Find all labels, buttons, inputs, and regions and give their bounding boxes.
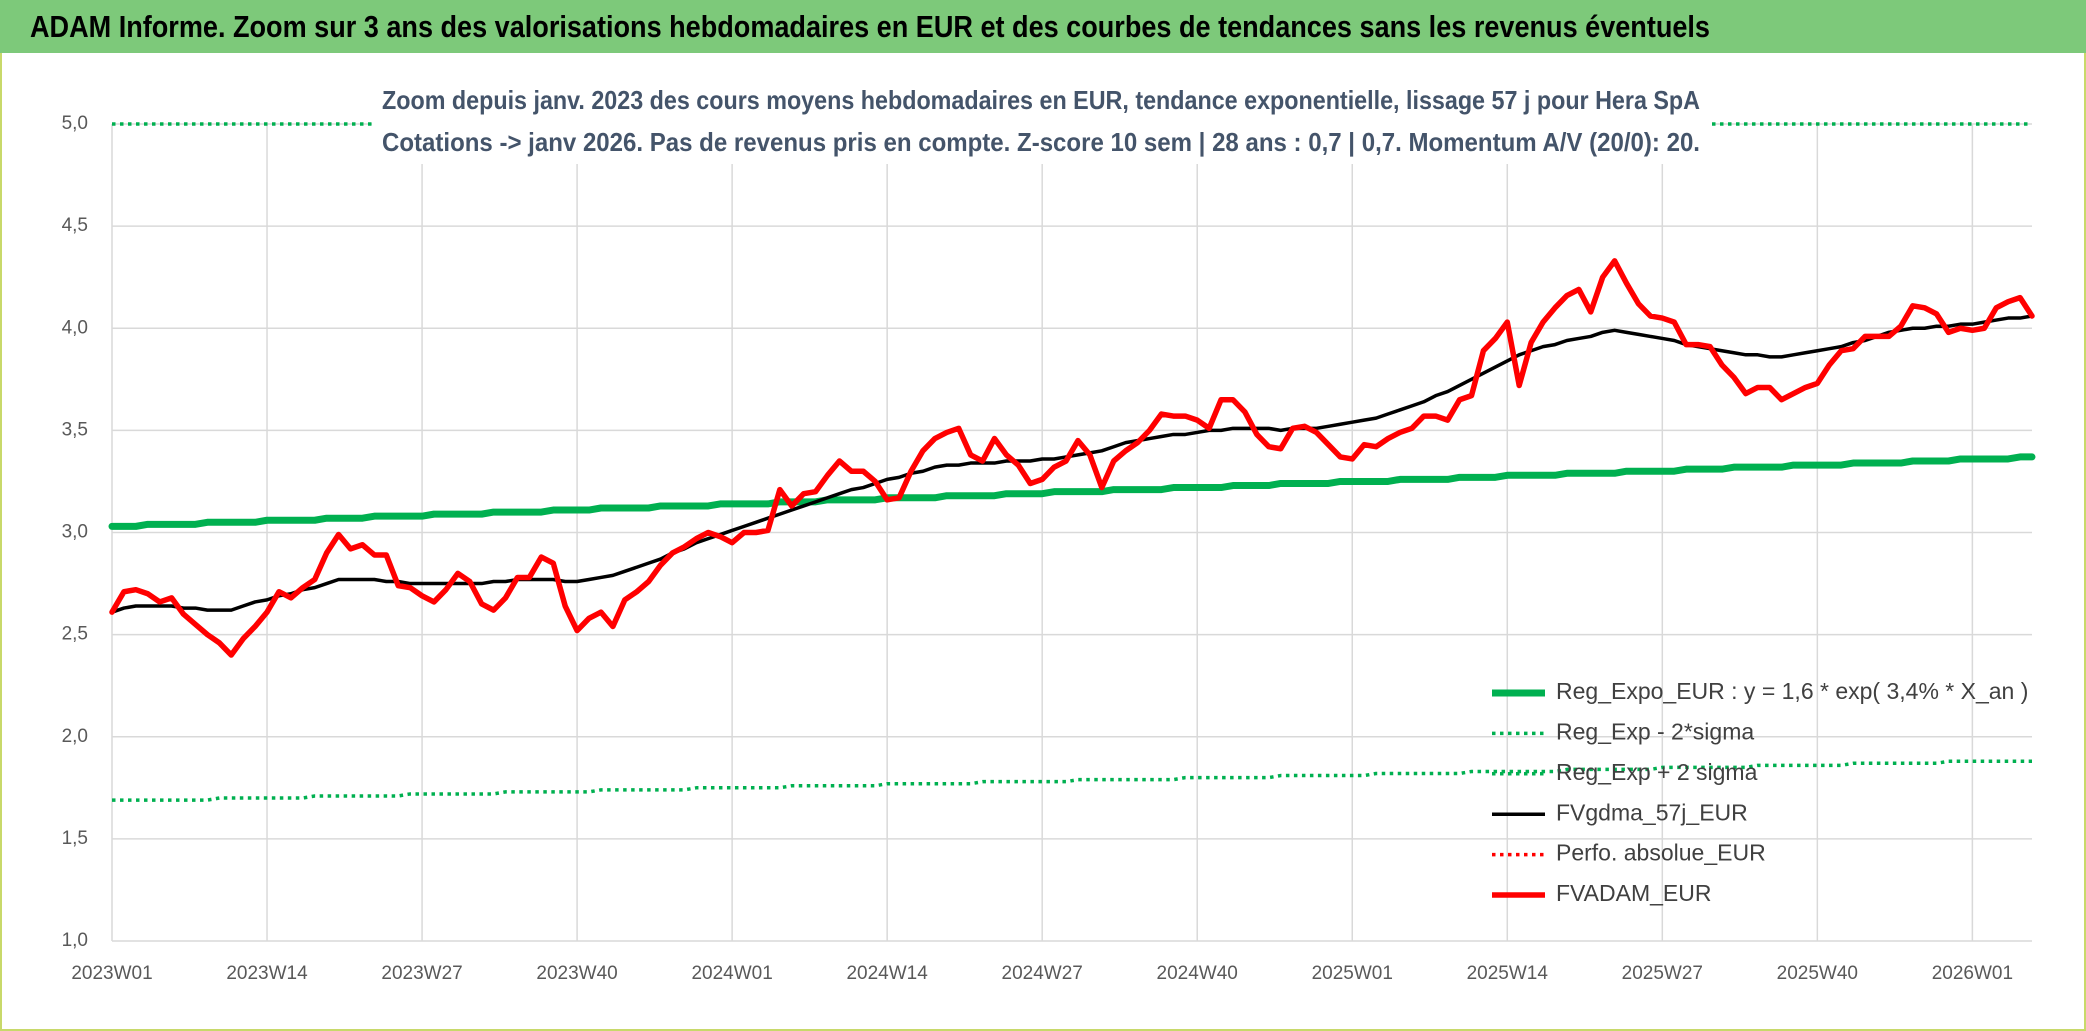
y-tick-label: 4,0 — [62, 317, 88, 338]
x-tick-label: 2023W01 — [71, 963, 152, 984]
subtitle: Zoom depuis janv. 2023 des cours moyens … — [382, 85, 1700, 115]
subtitle-background — [372, 80, 1712, 164]
series-line — [109, 258, 2035, 658]
subtitle-box: Zoom depuis janv. 2023 des cours moyens … — [372, 80, 1712, 164]
y-tick-label: 1,5 — [62, 828, 88, 849]
y-tick-label: 1,0 — [62, 930, 88, 951]
x-tick-label: 2025W14 — [1467, 963, 1549, 984]
x-tick-label: 2023W14 — [226, 963, 308, 984]
y-tick-label: 3,0 — [62, 522, 88, 543]
y-tick-label: 4,5 — [62, 215, 88, 236]
legend-label: Reg_Expo_EUR : y = 1,6 * exp( 3,4% * X_a… — [1556, 678, 2028, 704]
x-tick-label: 2023W40 — [536, 963, 617, 984]
legend-label: Reg_Exp + 2 sigma — [1556, 759, 1758, 785]
x-tick-label: 2024W40 — [1157, 963, 1238, 984]
subtitle: Cotations -> janv 2026. Pas de revenus p… — [382, 127, 1700, 157]
legend-label: FVgdma_57j_EUR — [1556, 799, 1748, 825]
x-tick-label: 2026W01 — [1932, 963, 2013, 984]
legend-label: FVADAM_EUR — [1556, 880, 1712, 906]
header-bar — [0, 0, 2086, 53]
x-tick-label: 2024W27 — [1002, 963, 1083, 984]
y-tick-label: 3,5 — [62, 419, 88, 440]
series-line — [112, 759, 2032, 802]
x-tick-label: 2024W01 — [691, 963, 772, 984]
x-tick-label: 2025W27 — [1622, 963, 1703, 984]
x-tick-label: 2023W27 — [381, 963, 462, 984]
series-line — [108, 453, 2036, 530]
y-tick-label: 2,5 — [62, 624, 88, 645]
chart-title: ADAM Informe. Zoom sur 3 ans des valoris… — [30, 9, 1710, 44]
y-tick-label: 2,0 — [62, 726, 88, 747]
x-tick-label: 2024W14 — [846, 963, 928, 984]
x-tick-label: 2025W40 — [1777, 963, 1858, 984]
legend-label: Reg_Exp - 2*sigma — [1556, 718, 1754, 744]
legend-label: Perfo. absolue_EUR — [1556, 840, 1766, 866]
y-tick-label: 5,0 — [62, 113, 88, 134]
x-tick-label: 2025W01 — [1312, 963, 1393, 984]
legend: Reg_Expo_EUR : y = 1,6 * exp( 3,4% * X_a… — [1492, 678, 2028, 906]
